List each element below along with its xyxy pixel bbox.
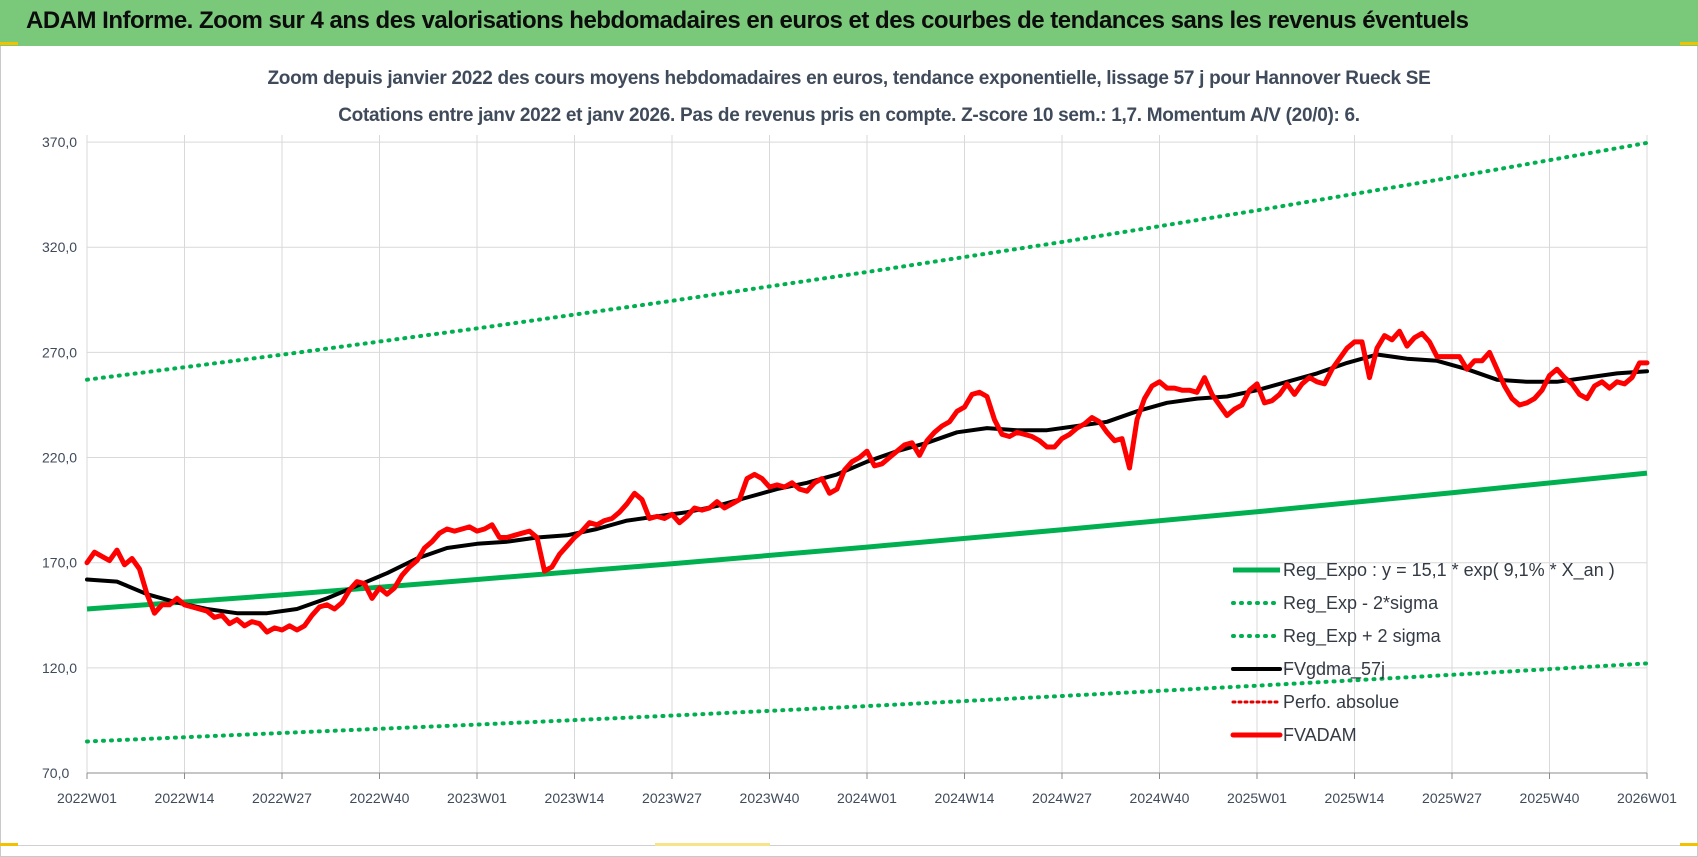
series-lines (84, 140, 1650, 744)
y-tick-label: 370,0 (42, 134, 77, 150)
x-tick-label: 2025W40 (1520, 790, 1580, 806)
legend: Reg_Expo : y = 15,1 * exp( 9,1% * X_an )… (1230, 560, 1615, 745)
legend-label: Perfo. absolue (1283, 692, 1399, 712)
x-tick-label: 2024W01 (837, 790, 897, 806)
legend-label: FVADAM (1283, 725, 1357, 745)
y-tick-label: 220,0 (42, 450, 77, 466)
y-tick-label: 70,0 (42, 765, 69, 781)
y-tick-label: 270,0 (42, 344, 77, 360)
x-tick-label: 2024W27 (1032, 790, 1092, 806)
legend-label: Reg_Exp + 2 sigma (1283, 626, 1442, 647)
grid (86, 135, 1648, 774)
x-tick-label: 2024W14 (935, 790, 995, 806)
header-banner: ADAM Informe. Zoom sur 4 ans des valoris… (0, 0, 1698, 46)
corner-accent-right (1680, 42, 1698, 45)
x-tick-label: 2026W01 (1617, 790, 1677, 806)
y-tick-label: 170,0 (42, 555, 77, 571)
x-tick-label: 2023W01 (447, 790, 507, 806)
series-fvadam (84, 328, 1650, 635)
x-tick-label: 2023W27 (642, 790, 702, 806)
bottom-divider (0, 845, 1698, 846)
legend-label: Reg_Exp - 2*sigma (1283, 593, 1439, 614)
bottom-accent-left (0, 843, 18, 846)
bottom-accent-middle (655, 843, 770, 846)
x-tick-label: 2022W40 (350, 790, 410, 806)
legend-label: FVgdma_57j (1283, 659, 1385, 680)
chart-title: Zoom depuis janvier 2022 des cours moyen… (267, 68, 1431, 89)
legend-label: Reg_Expo : y = 15,1 * exp( 9,1% * X_an ) (1283, 560, 1615, 581)
axes: 70,0 120,0 170,0 220,0 270,0 320,0 370,0 2022W0… (42, 134, 1677, 806)
x-tick-label: 2023W14 (545, 790, 605, 806)
bottom-accent-right (1680, 843, 1698, 846)
x-tick-label: 2025W01 (1227, 790, 1287, 806)
x-tick-label: 2025W14 (1325, 790, 1385, 806)
x-tick-label: 2022W01 (57, 790, 117, 806)
banner-title: ADAM Informe. Zoom sur 4 ans des valoris… (26, 7, 1469, 34)
y-tick-label: 320,0 (42, 239, 77, 255)
x-tick-label: 2022W27 (252, 790, 312, 806)
corner-accent-left (0, 42, 18, 45)
x-tick-label: 2024W40 (1130, 790, 1190, 806)
x-tick-label: 2025W27 (1422, 790, 1482, 806)
chart-subtitle: Cotations entre janv 2022 et janv 2026. … (338, 105, 1360, 126)
x-tick-label: 2022W14 (155, 790, 215, 806)
x-tick-label: 2023W40 (740, 790, 800, 806)
y-tick-label: 120,0 (42, 660, 77, 676)
series-reg-exp-plus-2sigma (85, 140, 1649, 382)
